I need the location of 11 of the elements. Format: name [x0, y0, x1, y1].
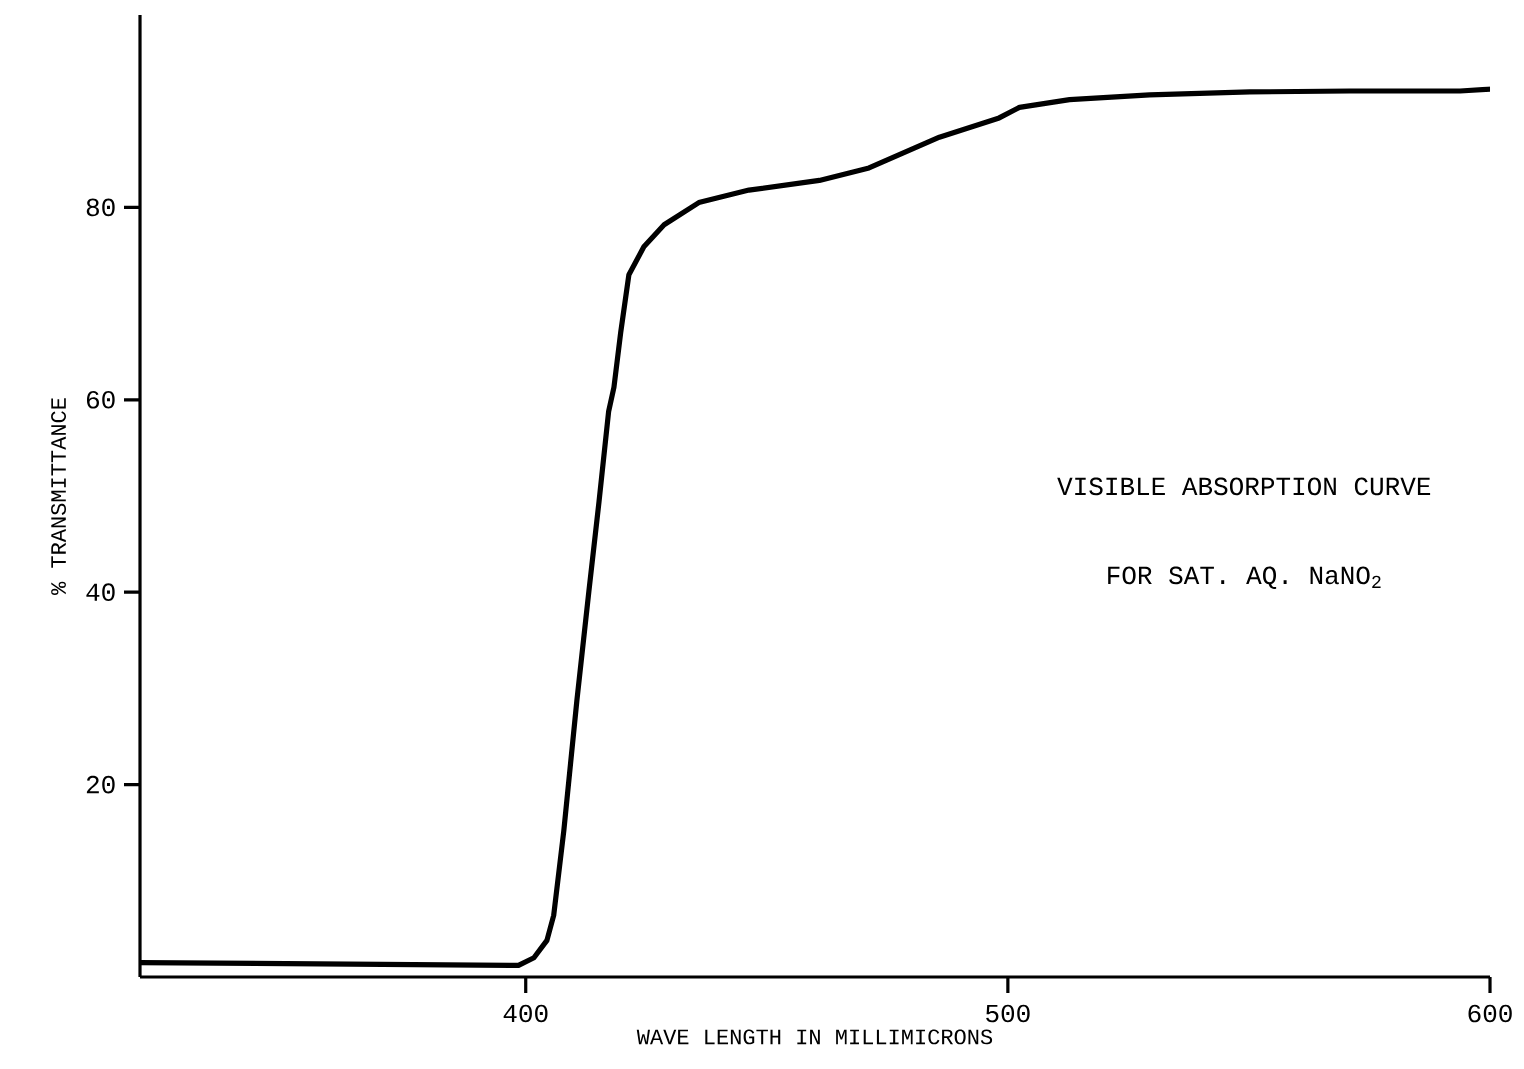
x-tick-label: 400 — [503, 1004, 548, 1023]
y-axis-title: % TRANSMITTANCE — [51, 398, 67, 595]
y-tick-label: 80 — [86, 198, 115, 217]
y-tick-label: 20 — [86, 775, 115, 794]
annotation: VISIBLE ABSORPTION CURVE — [1057, 477, 1431, 496]
annotation: FOR SAT. AQ. NaNO$_{2}$ — [1108, 566, 1381, 589]
x-tick-label: 600 — [1468, 1004, 1512, 1023]
x-axis-title: WAVE LENGTH IN MILLIMICRONS — [636, 1029, 993, 1045]
y-tick-label: 40 — [86, 583, 115, 601]
x-tick-label: 500 — [986, 1004, 1030, 1023]
y-tick-label: 60 — [86, 390, 115, 409]
